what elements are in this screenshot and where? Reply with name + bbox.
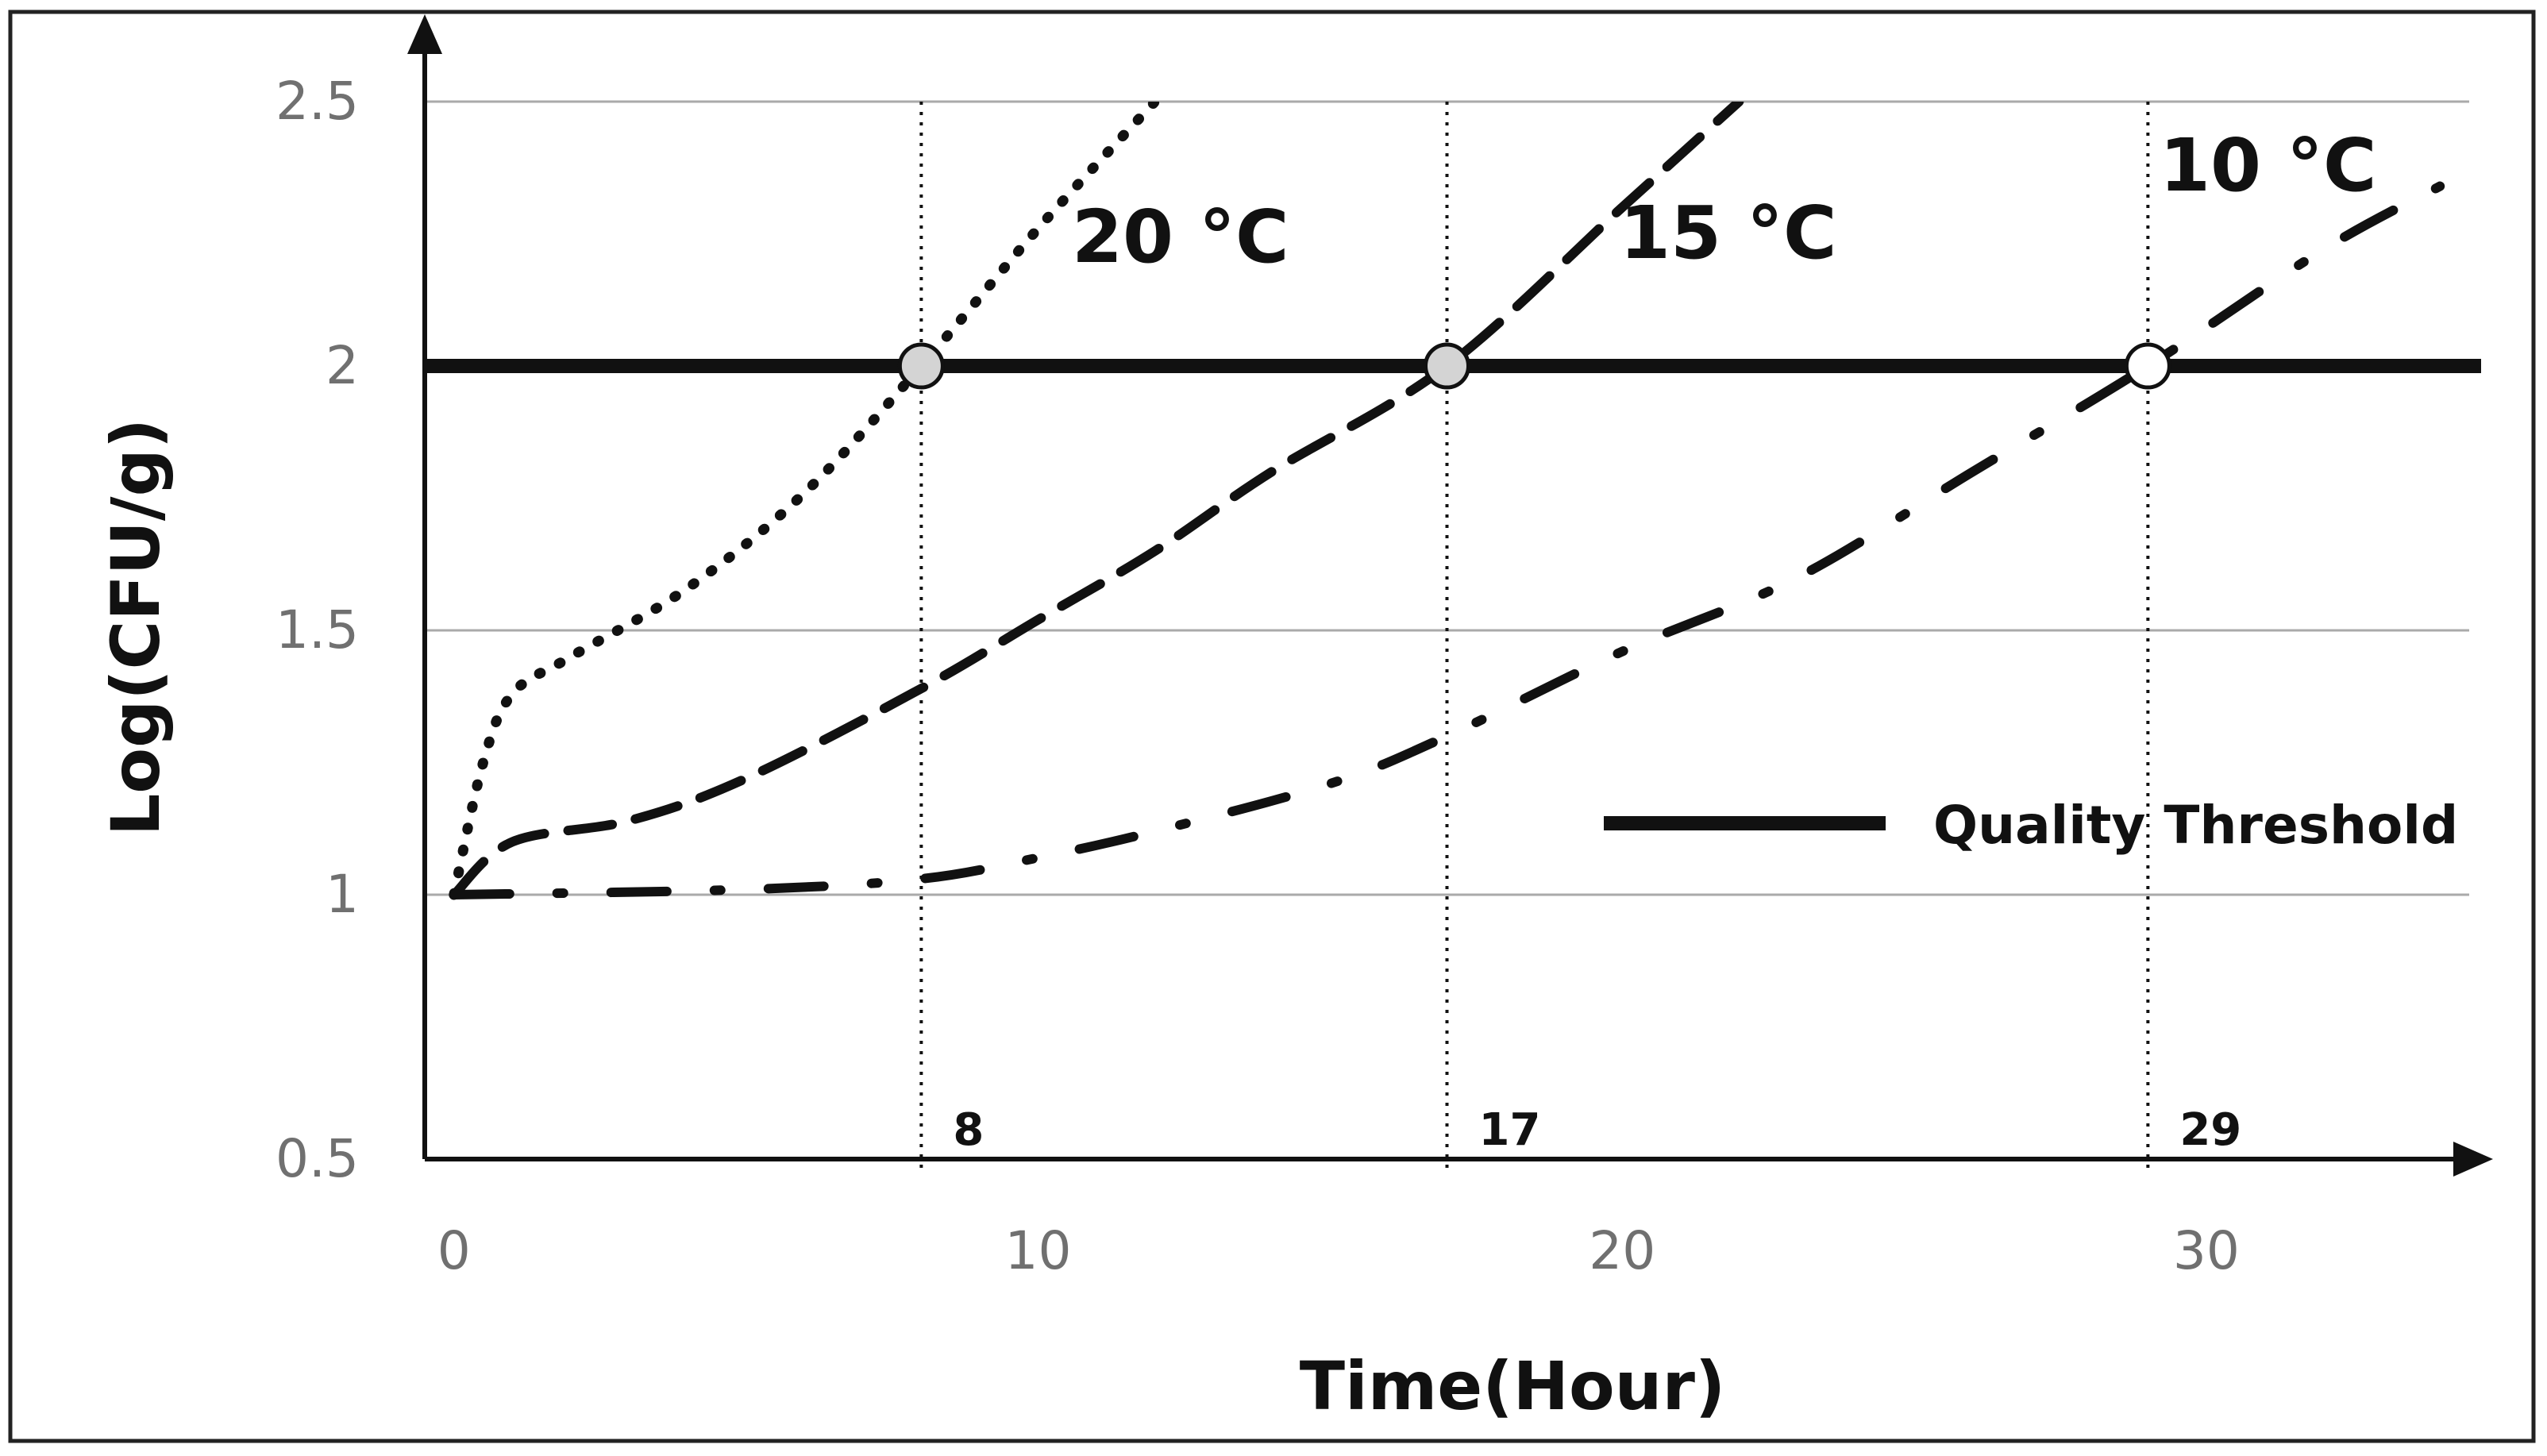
x-tick-label: 10	[1005, 1220, 1072, 1281]
series-label: 20 °C	[1072, 195, 1289, 279]
series-layer	[449, 102, 2445, 900]
axes-layer	[407, 14, 2493, 1177]
y-axis-title: Log(CFU/g)	[97, 418, 175, 836]
y-tick-label: 1.5	[276, 599, 359, 661]
x-tick-label: 20	[1589, 1220, 1655, 1281]
y-tick-label: 2	[326, 335, 359, 396]
x-tick-label: 30	[2173, 1220, 2240, 1281]
labels-layer: 0.5 1 1.5 2 2.5 0 10 20 30 8 17 29 20 °C 15 °C 10 °C	[276, 71, 2377, 1281]
crossing-label: 29	[2179, 1104, 2241, 1156]
series-label: 15 °C	[1620, 191, 1837, 275]
y-tick-label: 1	[326, 864, 359, 925]
crossing-label: 8	[953, 1104, 984, 1156]
threshold-layer	[425, 342, 2481, 390]
x-axis-title: Time(Hour)	[1300, 1347, 1726, 1425]
threshold-crossing-point	[2124, 342, 2171, 390]
crossing-guides	[919, 102, 2150, 1173]
series-label: 10 °C	[2160, 123, 2377, 208]
y-axis-arrow	[407, 14, 442, 54]
series-line	[449, 102, 1161, 900]
x-axis-arrow	[2453, 1142, 2493, 1177]
legend-label: Quality Threshold	[1933, 795, 2458, 856]
y-tick-label: 2.5	[276, 71, 359, 132]
threshold-crossing-point	[1424, 342, 1470, 390]
threshold-crossing-point	[897, 342, 945, 390]
crossing-label: 17	[1479, 1104, 1541, 1156]
x-tick-label: 0	[437, 1220, 471, 1281]
series-line	[449, 102, 1744, 899]
y-tick-label: 0.5	[276, 1128, 359, 1189]
chart-border	[8, 10, 2536, 1443]
